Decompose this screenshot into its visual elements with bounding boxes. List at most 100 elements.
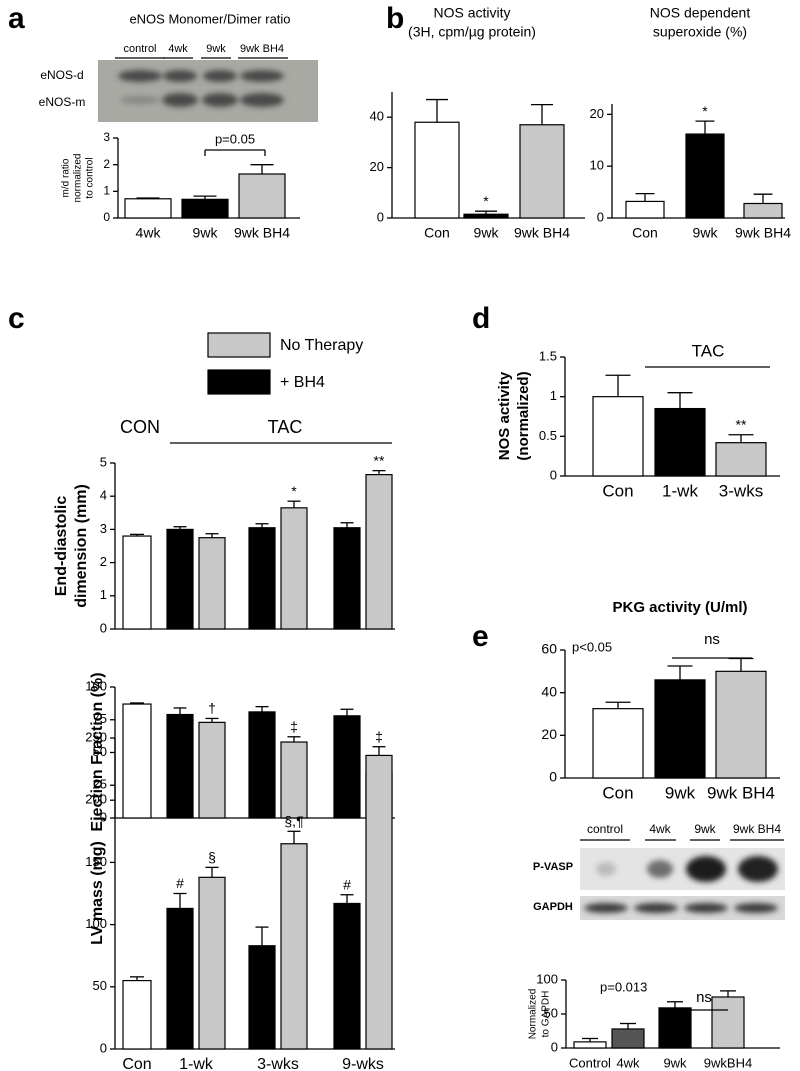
x-tick-label: 9-wks	[342, 1056, 384, 1071]
lane-label: 9wk BH4	[733, 822, 781, 836]
y-axis-label: End-diastolic	[53, 496, 70, 597]
bar	[333, 715, 361, 819]
y-axis-label: LV mass (mg)	[89, 841, 106, 945]
y-tick-label: 100	[85, 678, 107, 693]
bar	[711, 996, 745, 1049]
significance-marker: §,¶	[284, 813, 303, 829]
y-axis-label: dimension (mm)	[73, 484, 90, 608]
x-tick-label: 1-wk	[662, 481, 698, 500]
panel-letter: b	[386, 2, 404, 35]
chart-title: (3H, cpm/µg protein)	[408, 24, 536, 40]
lane-label: 4wk	[649, 822, 671, 836]
y-tick-label: 50	[93, 744, 107, 759]
legend-swatch	[207, 369, 271, 395]
bar	[685, 133, 725, 219]
y-tick-label: 75	[93, 711, 107, 726]
y-tick-label: 3	[103, 130, 110, 144]
x-tick-label: 9wk	[474, 225, 500, 241]
significance-marker: *	[483, 193, 489, 209]
y-tick-label: 60	[541, 641, 557, 657]
y-axis-label: (normalized)	[515, 371, 532, 460]
significance-marker: **	[374, 452, 385, 468]
bar	[592, 396, 644, 477]
significance-marker: #	[343, 876, 351, 892]
blot-bands	[118, 70, 284, 107]
y-tick-label: 200	[85, 792, 107, 807]
bar	[743, 202, 783, 219]
bar	[365, 754, 393, 1050]
x-tick-label: 4wk	[616, 1055, 640, 1070]
bar	[248, 527, 276, 630]
band-label: eNOS-m	[39, 95, 86, 109]
blot-bands	[596, 856, 778, 882]
bar	[715, 442, 767, 477]
x-tick-label: 9wk BH4	[514, 225, 570, 241]
bar	[333, 902, 361, 1050]
lane-label: control	[123, 43, 156, 55]
annotation: p=0.013	[600, 979, 647, 994]
panel-letter: d	[472, 302, 490, 335]
significance-marker: ‡	[290, 718, 298, 734]
x-tick-label: Con	[122, 1056, 151, 1071]
legend-label: No Therapy	[280, 337, 363, 354]
lane-label: 4wk	[168, 43, 188, 55]
annotation: ns	[704, 631, 720, 648]
y-axis-label: Ejection Fraction (%)	[89, 672, 106, 831]
bar	[166, 528, 194, 630]
y-axis-label: NOS activity	[496, 371, 513, 460]
significance-marker: †	[208, 700, 216, 716]
x-tick-label: 9wk BH4	[234, 225, 290, 241]
annotation: p=0.05	[215, 131, 255, 146]
bar	[198, 721, 226, 819]
x-tick-label: Con	[632, 225, 658, 241]
legend-label: + BH4	[280, 374, 325, 391]
y-tick-label: 1	[100, 587, 107, 602]
lane-label: 9wk	[206, 43, 226, 55]
y-tick-label: 0	[100, 620, 107, 635]
bar	[238, 173, 286, 219]
y-tick-label: 0	[550, 467, 557, 482]
panel-letter: e	[472, 620, 489, 653]
panel-letter: c	[8, 302, 25, 335]
y-tick-label: 50	[93, 978, 107, 993]
bar	[181, 198, 229, 219]
bar	[166, 907, 194, 1050]
y-tick-label: 250	[85, 729, 107, 744]
bar	[166, 713, 194, 819]
y-tick-label: 0	[549, 769, 557, 785]
lane-label: 9wk	[694, 822, 716, 836]
bar	[611, 1028, 645, 1049]
bar	[592, 708, 644, 779]
bar	[654, 679, 706, 779]
y-axis-label: to GAPDH	[541, 991, 552, 1038]
bar	[573, 1041, 607, 1049]
chart-title: PKG activity (U/ml)	[612, 599, 747, 616]
x-tick-label: Con	[602, 783, 633, 802]
blot-e: control 4wk 9wk 9wk BH4 P-VASP GAPDH	[533, 822, 785, 920]
bar	[280, 507, 308, 630]
y-tick-label: 40	[541, 683, 557, 699]
y-axis-label: m/d ratio	[61, 158, 72, 197]
blot-a: eNOS Monomer/Dimer ratio control 4wk 9wk…	[39, 11, 318, 122]
y-tick-label: 40	[370, 109, 384, 124]
significance-marker: ‡	[375, 728, 383, 744]
bar	[124, 198, 172, 219]
x-tick-label: Con	[424, 225, 450, 241]
bar	[463, 213, 509, 219]
x-tick-label: 9wk BH4	[707, 783, 775, 802]
y-tick-label: 3	[100, 521, 107, 536]
chart-title: NOS activity	[433, 5, 510, 21]
band-label: eNOS-d	[40, 68, 83, 82]
y-tick-label: 50	[544, 1005, 558, 1020]
bar	[414, 121, 460, 219]
y-tick-label: 100	[85, 916, 107, 931]
bar	[658, 1007, 692, 1049]
annotation: ns	[696, 989, 712, 1006]
significance-marker: #	[176, 875, 184, 891]
bar	[519, 124, 565, 219]
y-tick-label: 20	[541, 726, 557, 742]
panel-letter: a	[8, 2, 25, 35]
y-tick-label: 0	[100, 809, 107, 824]
bar	[248, 945, 276, 1050]
